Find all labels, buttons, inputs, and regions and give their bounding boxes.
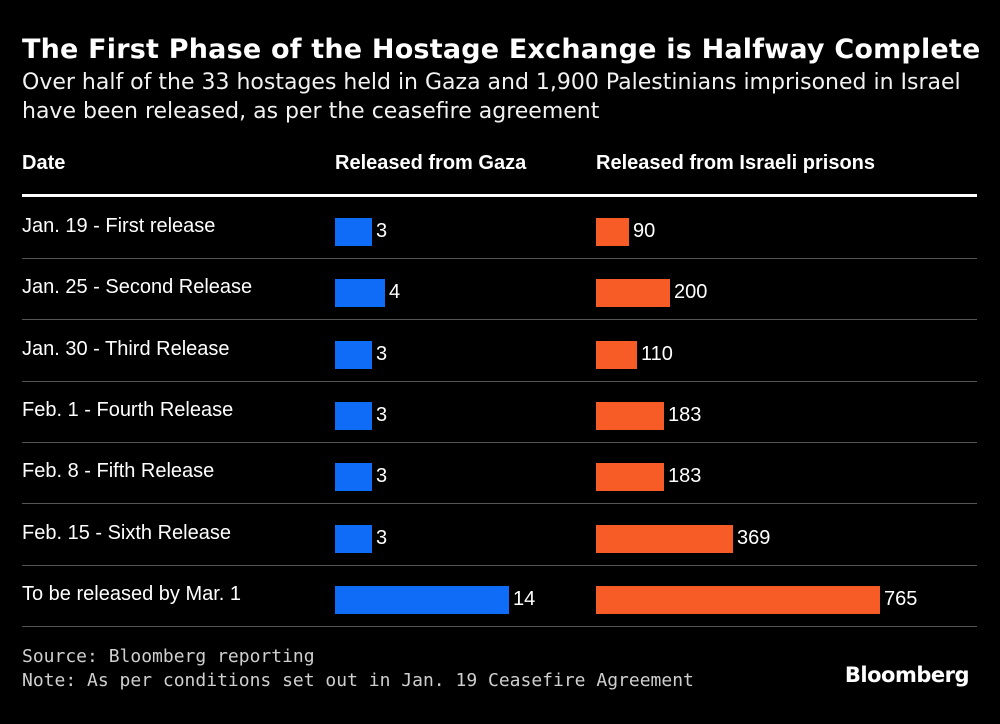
row-divider xyxy=(22,258,977,259)
table-row: Feb. 8 - Fifth Release 3 183 xyxy=(22,443,977,505)
footnote: Note: As per conditions set out in Jan. … xyxy=(22,670,694,691)
row-date-label: Feb. 15 - Sixth Release xyxy=(22,521,231,544)
row-divider xyxy=(22,564,977,566)
israel-bar xyxy=(596,401,664,430)
row-date-label: Jan. 19 - First release xyxy=(22,215,216,237)
israel-bar xyxy=(596,463,664,492)
israel-bar xyxy=(596,524,733,553)
israel-value-label: 369 xyxy=(737,526,771,549)
gaza-bar xyxy=(335,524,372,553)
israel-bar xyxy=(596,340,637,369)
israel-value-label: 183 xyxy=(668,403,702,426)
bloomberg-logo: Bloomberg xyxy=(844,663,970,687)
row-divider xyxy=(22,319,977,321)
gaza-bar xyxy=(335,279,385,308)
header-divider xyxy=(22,194,977,197)
row-date-label: Jan. 25 - Second Release xyxy=(22,276,253,299)
israel-value-label: 110 xyxy=(641,342,673,365)
column-header-date: Date xyxy=(22,152,66,174)
gaza-value-label: 3 xyxy=(376,220,388,242)
row-date-label: Jan. 30 - Third Release xyxy=(22,337,230,360)
gaza-value-label: 3 xyxy=(376,342,388,365)
gaza-value-label: 3 xyxy=(376,526,388,549)
table-row: Jan. 30 - Third Release 3 110 xyxy=(22,321,977,382)
israel-value-label: 183 xyxy=(668,465,702,488)
gaza-value-label: 14 xyxy=(513,587,536,610)
table-row: Feb. 15 - Sixth Release 3 369 xyxy=(22,505,977,566)
source-note: Source: Bloomberg reporting xyxy=(22,646,315,667)
row-date-label: Feb. 8 - Fifth Release xyxy=(22,460,215,483)
row-date-label: Feb. 1 - Fourth Release xyxy=(22,398,234,421)
column-header-israel: Released from Israeli prisons xyxy=(596,152,876,174)
israel-value-label: 200 xyxy=(674,281,708,304)
israel-value-label: 90 xyxy=(633,220,656,242)
gaza-value-label: 3 xyxy=(376,465,388,488)
table-row: Jan. 19 - First release 3 90 xyxy=(22,198,977,259)
row-divider xyxy=(22,503,977,505)
chart-title: The First Phase of the Hostage Exchange … xyxy=(22,34,981,65)
row-divider xyxy=(22,380,977,382)
gaza-bar xyxy=(335,218,372,246)
israel-bar xyxy=(596,218,629,246)
gaza-value-label: 3 xyxy=(376,403,388,426)
israel-value-label: 765 xyxy=(884,587,918,610)
gaza-bar xyxy=(335,463,372,492)
israel-bar xyxy=(596,279,670,308)
row-date-label: To be released by Mar. 1 xyxy=(22,582,242,605)
gaza-bar xyxy=(335,585,509,614)
row-divider xyxy=(22,625,977,627)
table-row: Feb. 1 - Fourth Release 3 183 xyxy=(22,382,977,443)
column-header-gaza: Released from Gaza xyxy=(335,152,527,174)
table-row: Jan. 25 - Second Release 4 200 xyxy=(22,259,977,321)
gaza-value-label: 4 xyxy=(389,281,401,304)
table-row: To be released by Mar. 1 14 765 xyxy=(22,566,977,627)
chart-subtitle: Over half of the 33 hostages held in Gaz… xyxy=(22,70,961,124)
row-divider xyxy=(22,441,977,443)
gaza-bar xyxy=(335,340,372,369)
israel-bar xyxy=(596,585,880,614)
gaza-bar xyxy=(335,401,372,430)
